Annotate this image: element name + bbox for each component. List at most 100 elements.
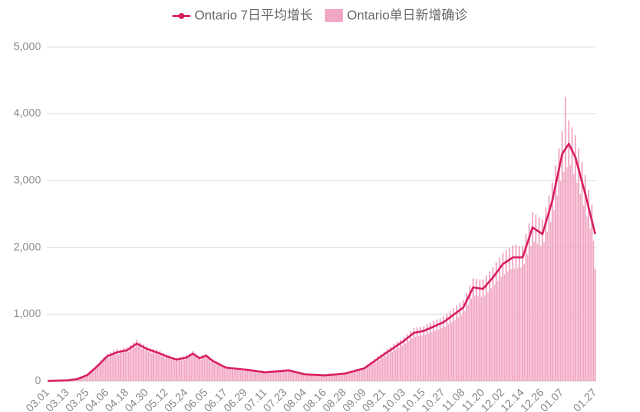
bar [335, 374, 337, 381]
bar [261, 370, 263, 381]
bar [498, 257, 501, 381]
bar [355, 371, 357, 381]
bar [338, 374, 341, 381]
bar [543, 242, 545, 381]
bar [152, 348, 154, 381]
bar [320, 374, 323, 381]
bar [479, 279, 481, 381]
bar [225, 366, 227, 381]
bar [93, 368, 95, 381]
bar [345, 373, 347, 381]
bar [510, 269, 512, 381]
bar [513, 268, 516, 381]
bar [352, 372, 354, 381]
bar [142, 344, 145, 381]
bar [340, 373, 342, 381]
bar [248, 369, 250, 381]
bar [259, 372, 262, 381]
bar [238, 367, 240, 381]
bar [357, 368, 359, 381]
bar [182, 356, 184, 381]
bar [403, 336, 405, 381]
bar [113, 350, 115, 381]
bar [568, 120, 570, 381]
bar [205, 353, 207, 381]
bar [210, 361, 212, 381]
bar [212, 358, 214, 381]
bar [141, 348, 143, 381]
bar [188, 353, 191, 381]
bar [401, 345, 403, 381]
bar [536, 244, 539, 381]
bar [273, 372, 275, 381]
bar [553, 209, 555, 381]
bar [131, 348, 133, 381]
bar [200, 359, 202, 381]
bar [563, 171, 565, 381]
bar [253, 371, 255, 381]
bar [184, 359, 186, 381]
bar [289, 371, 291, 381]
y-tick-label: 5,000 [13, 41, 41, 53]
bar [362, 369, 364, 381]
y-tick-label: 1,000 [13, 308, 41, 320]
bar [484, 295, 486, 381]
bar [94, 366, 97, 381]
bar [390, 346, 392, 381]
bar [456, 305, 458, 381]
bar [221, 364, 224, 381]
bar [375, 362, 377, 381]
bar [160, 356, 163, 381]
bar [414, 336, 417, 381]
bar [245, 368, 247, 381]
bar [541, 219, 544, 381]
bar [88, 373, 90, 381]
bar [507, 271, 509, 381]
bar [151, 352, 153, 381]
bar [386, 348, 389, 381]
bar [462, 300, 464, 381]
bar [460, 315, 463, 381]
bar [284, 369, 286, 381]
bar [264, 371, 267, 381]
bar [146, 346, 148, 381]
bar [123, 347, 125, 381]
bar [521, 245, 524, 381]
bar [358, 370, 361, 381]
bar [185, 354, 187, 381]
bar [277, 370, 280, 381]
bar [493, 284, 496, 381]
bar [319, 375, 321, 381]
bar [292, 372, 295, 381]
bar [249, 371, 252, 381]
bar [444, 326, 446, 381]
bar [235, 367, 237, 381]
bar [179, 356, 181, 381]
bar [457, 317, 459, 381]
bar [342, 374, 344, 381]
bar [271, 370, 273, 381]
legend-swatch [324, 9, 343, 22]
bar [472, 278, 474, 381]
bar [512, 245, 514, 381]
bar [545, 207, 547, 381]
bar [528, 223, 530, 381]
bar [561, 131, 563, 381]
bar [487, 292, 489, 381]
bar [573, 173, 575, 381]
bar [246, 370, 248, 381]
bar [310, 374, 313, 381]
bar [230, 369, 232, 381]
x-tick-label: 01.07 [538, 387, 566, 412]
bar [452, 308, 455, 381]
bar [216, 364, 219, 381]
bar [164, 357, 166, 381]
bar [515, 244, 517, 381]
bar [124, 352, 126, 381]
bar [301, 372, 303, 381]
bar [190, 356, 192, 381]
bar [208, 356, 211, 381]
bar [533, 242, 535, 381]
bar [312, 375, 314, 381]
bar [324, 374, 326, 381]
